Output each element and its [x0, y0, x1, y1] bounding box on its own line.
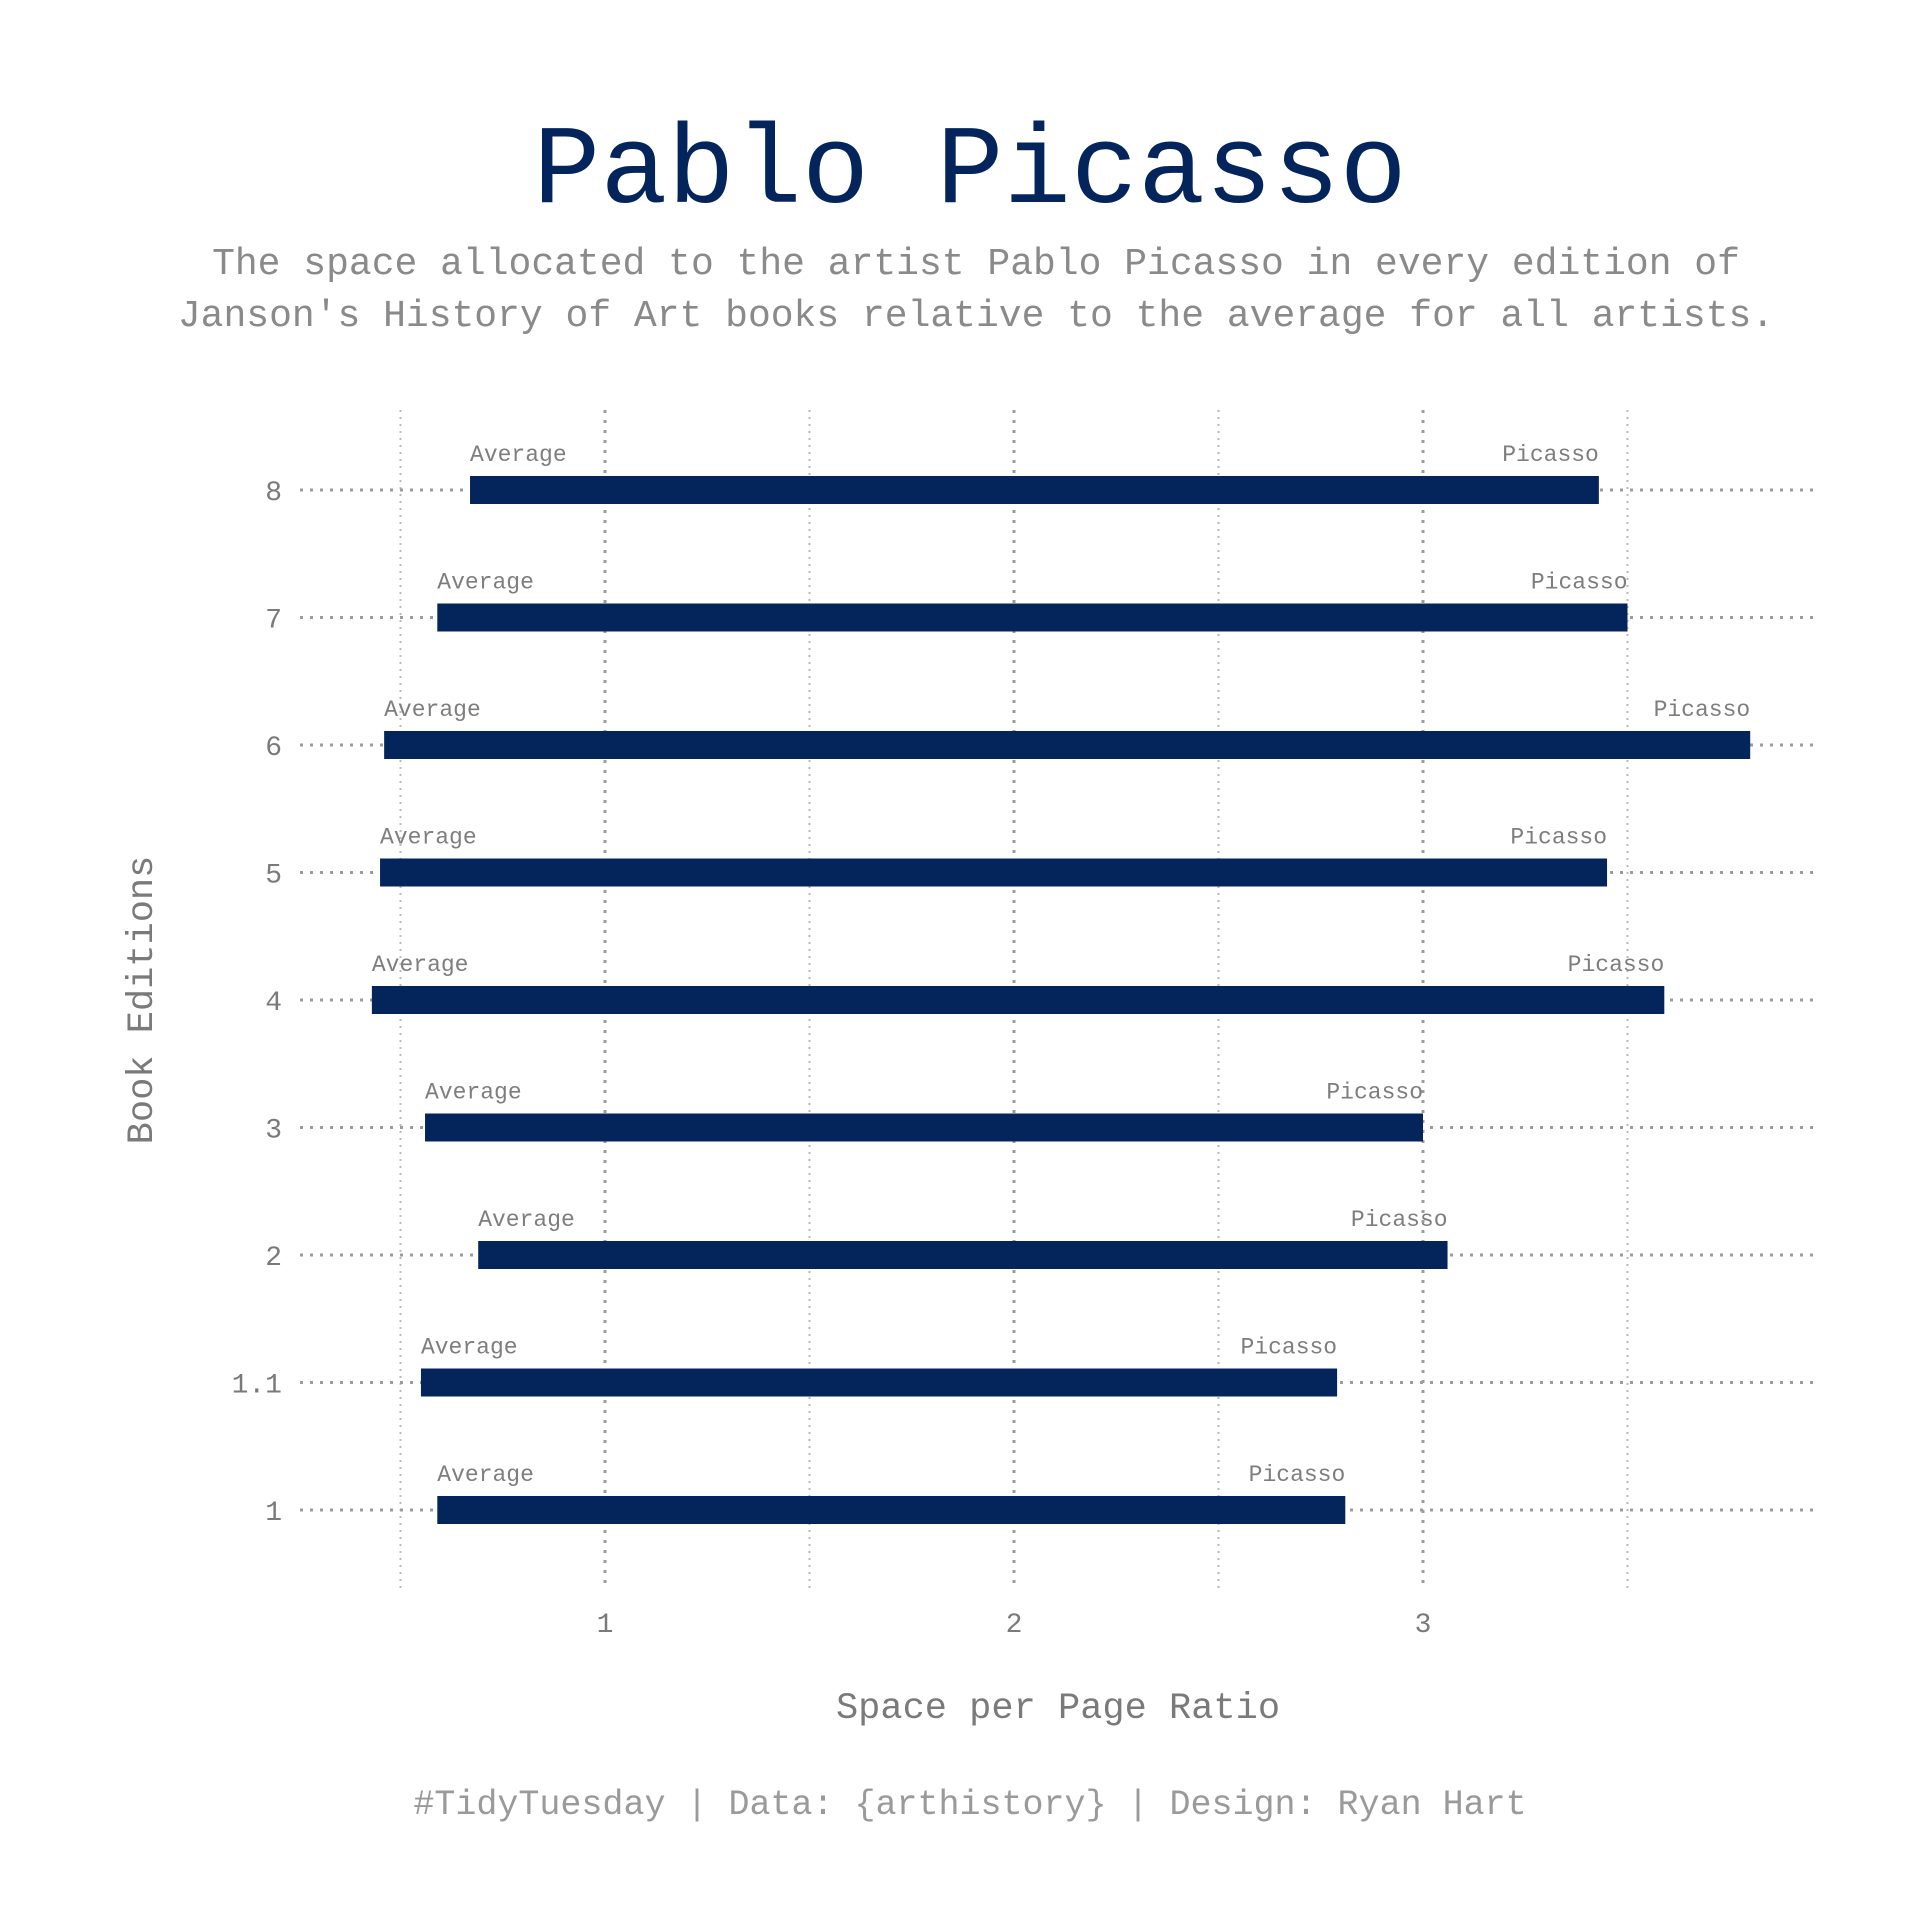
picasso-label: Picasso: [1240, 1335, 1337, 1361]
range-bar: [380, 858, 1608, 887]
range-bar: [420, 1368, 1338, 1397]
y-tick-label: 1: [265, 1498, 282, 1529]
average-label: Average: [437, 1462, 534, 1488]
range-bar: [437, 1496, 1346, 1524]
picasso-label: Picasso: [1654, 697, 1751, 723]
picasso-label: Picasso: [1351, 1207, 1448, 1233]
range-bar: [470, 476, 1599, 504]
picasso-label: Picasso: [1502, 442, 1599, 468]
y-tick-label: 1.1: [232, 1371, 282, 1402]
picasso-label: Picasso: [1326, 1080, 1423, 1106]
average-label: Average: [478, 1207, 575, 1233]
average-label: Average: [470, 442, 567, 468]
range-bar: [371, 986, 1665, 1014]
average-label: Average: [372, 952, 469, 978]
chart-subtitle-line-2: Janson's History of Art books relative t…: [178, 295, 1774, 338]
average-label: Average: [380, 825, 477, 851]
picasso-label: Picasso: [1568, 952, 1665, 978]
x-tick-label: 3: [1415, 1610, 1432, 1641]
y-axis-title: Book Editions: [122, 856, 164, 1145]
x-axis-title: Space per Page Ratio: [836, 1688, 1280, 1730]
y-tick-label: 6: [265, 733, 282, 764]
average-label: Average: [384, 697, 481, 723]
chart-caption: #TidyTuesday | Data: {arthistory} | Desi…: [413, 1785, 1526, 1825]
chart-title: Pablo Picasso: [533, 109, 1407, 236]
y-tick-label: 7: [265, 606, 282, 637]
y-tick-label: 5: [265, 861, 282, 892]
y-tick-label: 8: [265, 478, 282, 509]
tick-labels: 1 1.1 2 3 4 5 6 7 8 1 2 3: [232, 478, 1432, 1641]
y-tick-label: 4: [265, 988, 282, 1019]
y-tick-label: 2: [265, 1243, 282, 1274]
chart-subtitle-line-1: The space allocated to the artist Pablo …: [212, 243, 1740, 286]
picasso-label: Picasso: [1510, 825, 1607, 851]
picasso-label: Picasso: [1249, 1462, 1346, 1488]
range-bar: [437, 603, 1628, 632]
x-tick-label: 1: [597, 1610, 614, 1641]
average-label: Average: [437, 570, 534, 596]
y-tick-label: 3: [265, 1116, 282, 1147]
x-tick-label: 2: [1006, 1610, 1023, 1641]
range-bar: [425, 1113, 1423, 1142]
bars: Average Picasso Average Picasso Average Picas…: [371, 442, 1751, 1524]
average-label: Average: [425, 1080, 522, 1106]
range-bar: [384, 731, 1751, 759]
range-bar: [478, 1241, 1448, 1269]
picasso-label: Picasso: [1531, 570, 1628, 596]
average-label: Average: [421, 1335, 518, 1361]
